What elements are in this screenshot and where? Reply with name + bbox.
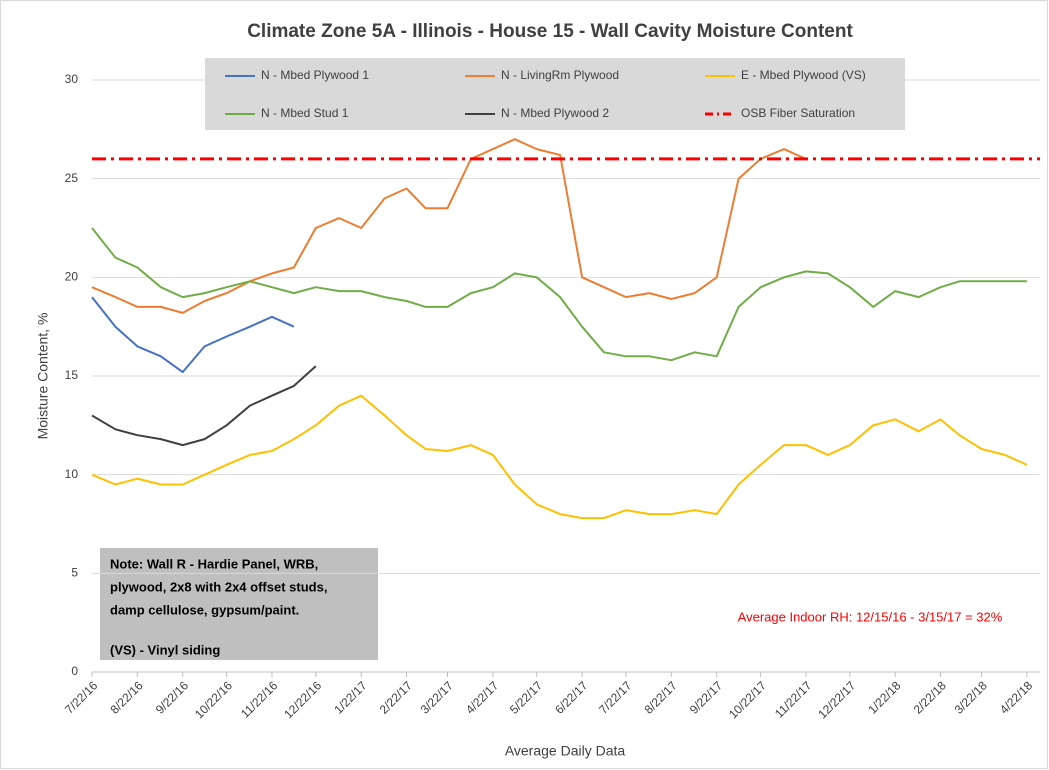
note-text: damp cellulose, gypsum/paint. (110, 602, 299, 617)
series-line (91, 296, 295, 374)
y-tick-label: 30 (65, 72, 79, 86)
rh-annotation: Average Indoor RH: 12/15/16 - 3/15/17 = … (738, 609, 1003, 624)
series-line (91, 365, 317, 447)
x-axis-label: Average Daily Data (505, 743, 626, 759)
y-tick-label: 20 (65, 270, 79, 284)
legend-label: N - LivingRm Plywood (501, 68, 619, 82)
legend-label: E - Mbed Plywood (VS) (741, 68, 866, 82)
legend-label: OSB Fiber Saturation (741, 106, 855, 120)
y-tick-label: 0 (71, 664, 78, 678)
note-text: plywood, 2x8 with 2x4 offset studs, (110, 579, 327, 594)
note-text: (VS) - Vinyl siding (110, 642, 220, 657)
note-text: Note: Wall R - Hardie Panel, WRB, (110, 556, 318, 571)
series-line (91, 138, 807, 314)
series-line (91, 394, 1028, 520)
series-line (91, 227, 1027, 362)
chart-title: Climate Zone 5A - Illinois - House 15 - … (247, 21, 853, 42)
legend-label: N - Mbed Plywood 2 (501, 106, 609, 120)
y-tick-label: 5 (71, 566, 78, 580)
legend-label: N - Mbed Plywood 1 (261, 68, 369, 82)
note-box (100, 548, 378, 660)
y-axis-label: Moisture Content, % (35, 313, 51, 440)
legend-label: N - Mbed Stud 1 (261, 106, 349, 120)
y-tick-label: 10 (65, 467, 79, 481)
legend-box (205, 58, 905, 130)
y-tick-label: 25 (65, 171, 79, 185)
y-tick-label: 15 (65, 368, 79, 382)
